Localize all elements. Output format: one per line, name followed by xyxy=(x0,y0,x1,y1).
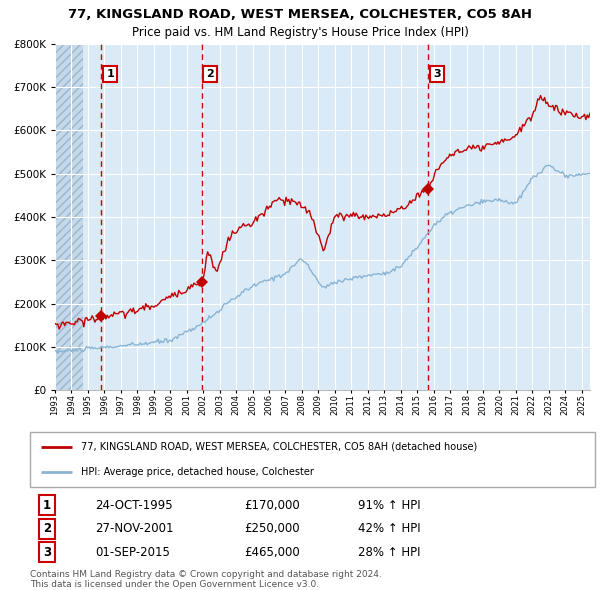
Text: 1: 1 xyxy=(43,499,51,512)
Text: 91% ↑ HPI: 91% ↑ HPI xyxy=(358,499,421,512)
Text: 28% ↑ HPI: 28% ↑ HPI xyxy=(358,546,420,559)
Text: 27-NOV-2001: 27-NOV-2001 xyxy=(95,522,173,535)
Text: 77, KINGSLAND ROAD, WEST MERSEA, COLCHESTER, CO5 8AH (detached house): 77, KINGSLAND ROAD, WEST MERSEA, COLCHES… xyxy=(81,442,477,452)
Text: £465,000: £465,000 xyxy=(245,546,301,559)
Text: 2: 2 xyxy=(43,522,51,535)
Text: 24-OCT-1995: 24-OCT-1995 xyxy=(95,499,173,512)
Text: 1: 1 xyxy=(106,69,114,79)
Text: Price paid vs. HM Land Registry's House Price Index (HPI): Price paid vs. HM Land Registry's House … xyxy=(131,26,469,39)
Text: £250,000: £250,000 xyxy=(245,522,301,535)
Text: 2: 2 xyxy=(206,69,214,79)
Text: HPI: Average price, detached house, Colchester: HPI: Average price, detached house, Colc… xyxy=(81,467,314,477)
Text: 42% ↑ HPI: 42% ↑ HPI xyxy=(358,522,421,535)
Text: £170,000: £170,000 xyxy=(245,499,301,512)
Text: 3: 3 xyxy=(43,546,51,559)
Bar xyxy=(55,44,83,390)
Text: 01-SEP-2015: 01-SEP-2015 xyxy=(95,546,170,559)
Text: Contains HM Land Registry data © Crown copyright and database right 2024.
This d: Contains HM Land Registry data © Crown c… xyxy=(30,570,382,589)
FancyBboxPatch shape xyxy=(30,432,595,487)
Text: 77, KINGSLAND ROAD, WEST MERSEA, COLCHESTER, CO5 8AH: 77, KINGSLAND ROAD, WEST MERSEA, COLCHES… xyxy=(68,8,532,21)
Text: 3: 3 xyxy=(433,69,441,79)
